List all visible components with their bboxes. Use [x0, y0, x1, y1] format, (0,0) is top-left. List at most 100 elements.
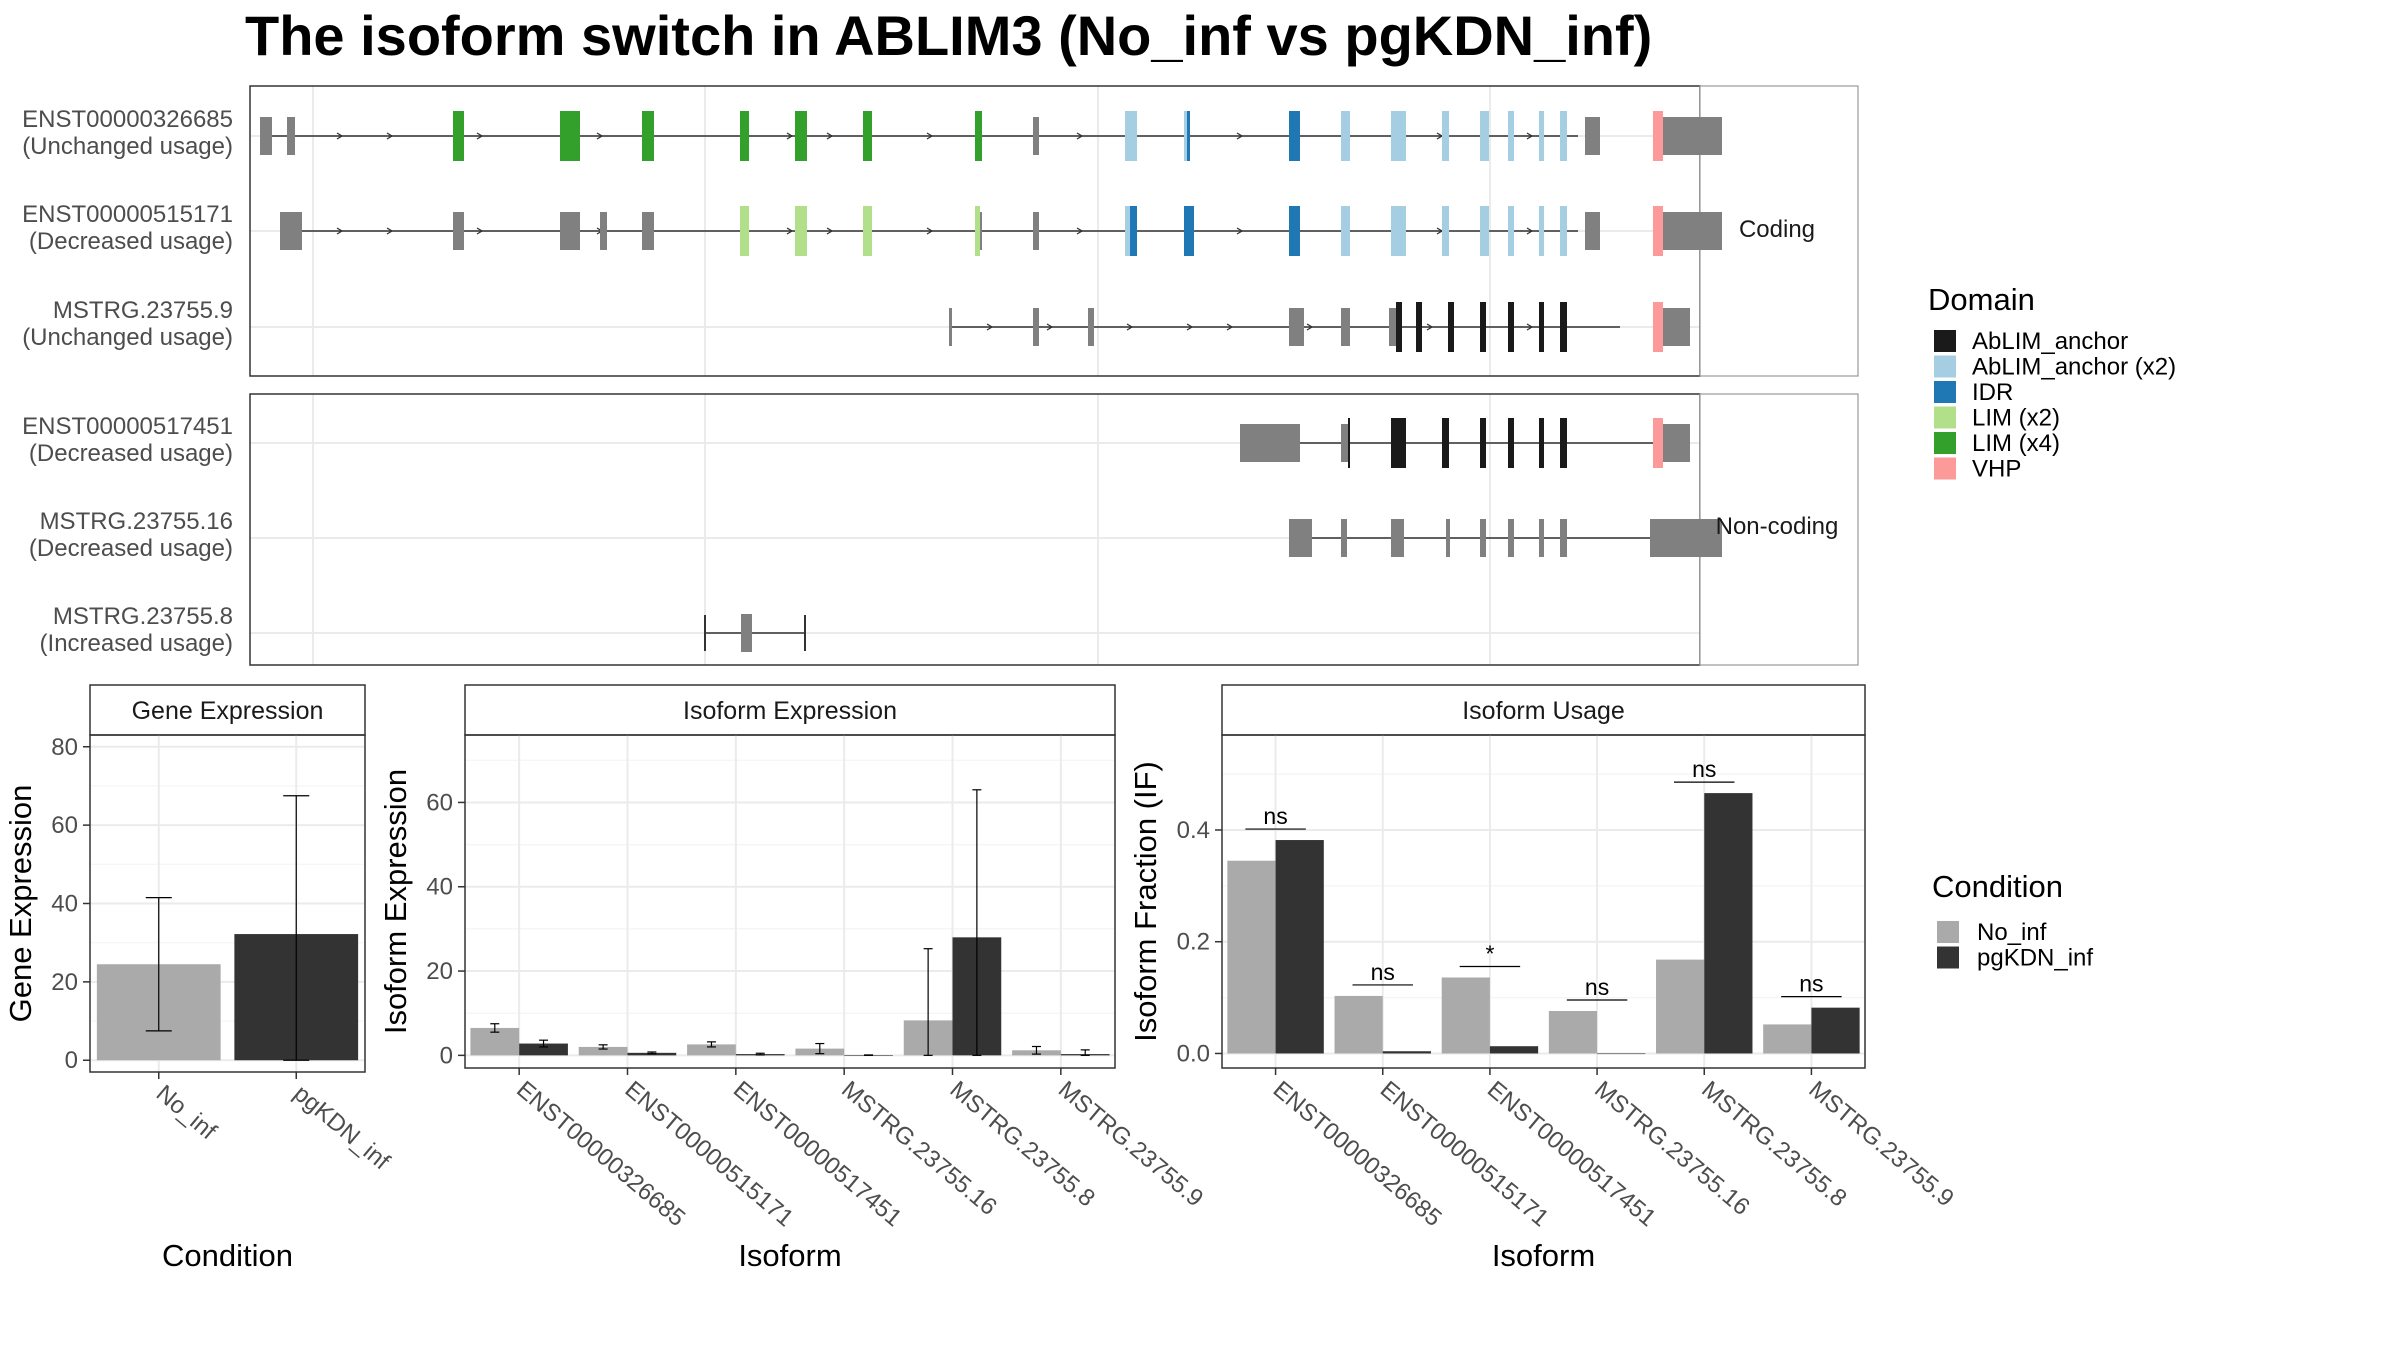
domain-block	[1560, 418, 1567, 468]
condition-legend-label: pgKDN_inf	[1977, 945, 2093, 972]
strand-arrow	[826, 132, 834, 140]
transcript-usage-label: (Decreased usage)	[29, 440, 233, 467]
exon-block	[1391, 519, 1404, 557]
strand-arrow	[1526, 323, 1534, 331]
transcript-id-label: MSTRG.23755.8	[53, 603, 233, 630]
bar	[1704, 793, 1753, 1054]
domain-block	[1187, 111, 1190, 161]
chart-strip	[89, 684, 366, 736]
y-tick-label: 60	[51, 812, 78, 839]
domain-legend-title: Domain	[1928, 282, 2035, 317]
bar	[1382, 1051, 1431, 1054]
domain-legend-key	[1934, 355, 1956, 378]
domain-block	[1289, 206, 1300, 256]
strand-arrow	[786, 227, 794, 235]
domain-block	[1480, 418, 1486, 468]
exon-block	[741, 614, 752, 652]
domain-block	[1448, 302, 1454, 352]
bar	[1489, 1046, 1539, 1054]
transcript-structure-panels	[249, 85, 1859, 666]
domain-legend-label: VHP	[1972, 456, 2021, 483]
exon-block	[280, 212, 302, 250]
domain-block	[1653, 206, 1663, 256]
domain-legend-key	[1934, 457, 1956, 480]
bar	[1334, 995, 1383, 1054]
domain-block	[642, 111, 654, 161]
domain-block	[1442, 206, 1449, 256]
strand-arrow	[1426, 323, 1434, 331]
domain-block	[1653, 111, 1663, 161]
y-tick-label: 20	[51, 969, 78, 996]
domain-block	[1539, 418, 1544, 468]
domain-block	[1442, 418, 1449, 468]
transcript-id-label: ENST00000515171	[22, 201, 233, 228]
y-tick-label: 0	[65, 1047, 78, 1074]
exon-block	[1508, 519, 1514, 557]
domain-block	[1391, 418, 1406, 468]
domain-block	[975, 206, 980, 256]
transcript-usage-label: (Decreased usage)	[29, 228, 233, 255]
domain-legend-key	[1934, 432, 1956, 454]
facet-label-coding: Coding	[1739, 216, 1815, 243]
strand-arrow	[826, 227, 834, 235]
bar	[1656, 959, 1705, 1054]
chart-strip-title: Isoform Expression	[683, 697, 897, 725]
isoform-usage-chart: Isoform Usagensns*nsnsns0.00.20.4ENST000…	[1128, 684, 1959, 1273]
strand-arrow	[1236, 227, 1244, 235]
domain-block	[863, 111, 872, 161]
exon-block	[1446, 519, 1450, 557]
transcript-id-label: ENST00000517451	[22, 413, 233, 440]
bar	[1811, 1007, 1860, 1054]
transcript-track: MSTRG.23755.9(Unchanged usage)	[22, 297, 1690, 352]
exon-block	[1289, 308, 1304, 346]
chart-strip-title: Gene Expression	[132, 697, 324, 725]
domain-block	[1508, 302, 1514, 352]
transcript-track: MSTRG.23755.16(Decreased usage)	[29, 508, 1722, 562]
exon-block	[1341, 308, 1350, 346]
x-tick-label: pgKDN_inf	[288, 1080, 395, 1176]
exon-block	[1240, 424, 1300, 462]
facet-panel-bg	[250, 394, 1700, 665]
exon-block	[1663, 308, 1690, 346]
exon-block	[642, 212, 654, 250]
y-tick-label: 40	[51, 891, 78, 918]
domain-block	[975, 111, 982, 161]
domain-block	[795, 111, 807, 161]
exon-block	[1289, 519, 1312, 557]
exon-block	[453, 212, 464, 250]
domain-legend-label: LIM (x4)	[1972, 430, 2060, 457]
exon-block	[1033, 308, 1039, 346]
strand-arrow	[1526, 227, 1534, 235]
domain-block	[1508, 418, 1514, 468]
exon-block	[1389, 308, 1396, 346]
domain-block	[1442, 111, 1449, 161]
strand-arrow	[1226, 323, 1234, 331]
strand-arrow	[986, 323, 994, 331]
transcript-track: ENST00000515171(Decreased usage)	[22, 201, 1722, 256]
exon-block	[600, 212, 607, 250]
domain-block	[1184, 111, 1187, 161]
facet-strip	[1699, 85, 1859, 377]
y-tick-label: 80	[51, 734, 78, 761]
domain-block	[1125, 111, 1137, 161]
transcript-usage-label: (Decreased usage)	[29, 535, 233, 562]
significance-label: ns	[1371, 959, 1395, 985]
condition-legend-key	[1937, 921, 1959, 943]
strand-arrow	[336, 132, 344, 140]
domain-block	[863, 206, 872, 256]
transcript-id-label: ENST00000326685	[22, 106, 233, 133]
gene-expression-chart: Gene Expression 0 20 40 60 80 No_inf pgKDN_inf C…	[3, 684, 395, 1273]
bar	[1597, 1053, 1646, 1055]
chart-strip	[1221, 684, 1866, 736]
exon-block	[287, 117, 295, 155]
y-tick-label: 0.0	[1177, 1040, 1210, 1067]
strand-arrow	[386, 227, 394, 235]
exon-block	[1033, 117, 1039, 155]
strand-arrow	[1076, 132, 1084, 140]
exon-block	[260, 117, 272, 155]
transcript-track: ENST00000326685(Unchanged usage)	[22, 106, 1722, 161]
domain-block	[795, 206, 807, 256]
chart-strip-title: Isoform Usage	[1462, 697, 1625, 725]
chart-panel-border	[1221, 734, 1866, 1069]
